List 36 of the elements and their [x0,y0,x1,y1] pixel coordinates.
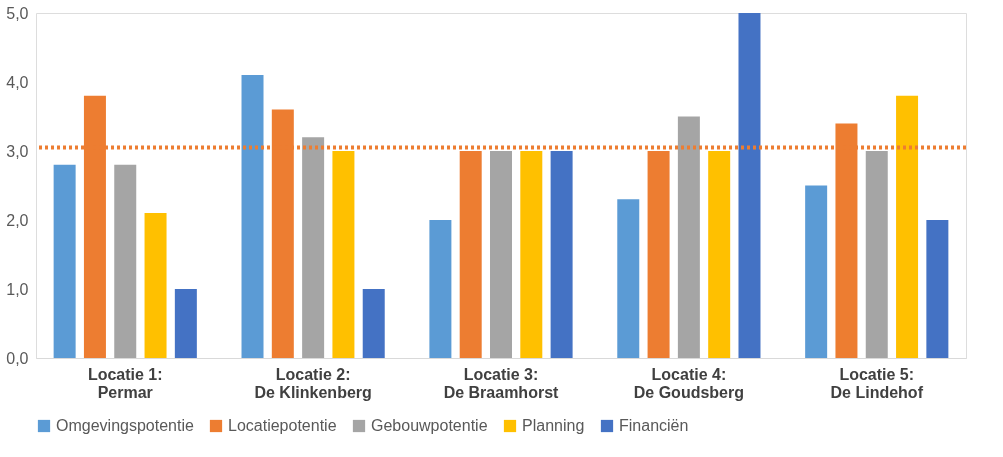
bar [865,151,888,358]
legend-label: Planning [522,417,585,434]
bar [53,164,76,358]
y-tick-label: 5,0 [6,4,29,22]
y-tick-label: 2,0 [6,211,29,229]
bar [114,164,137,358]
x-tick-label: Locatie 4: De Goudsberg [633,365,744,401]
y-tick-label: 1,0 [6,280,29,298]
bar [926,220,949,358]
bar [302,137,325,358]
x-tick-label: Locatie 2: De Klinkenberg [254,365,372,401]
bar [429,220,452,358]
y-tick-label: 0,0 [6,349,29,367]
y-tick-label: 3,0 [6,142,29,160]
bar [520,151,543,358]
bar [677,116,700,358]
bar [332,151,355,358]
bar [896,95,919,358]
legend-label: Financiën [619,417,689,434]
bar [550,151,573,358]
bar [805,185,828,358]
bar [241,75,264,358]
legend-label: Locatiepotentie [228,417,337,434]
bar [738,13,761,358]
x-tick-label: Locatie 3: De Braamhorst [443,365,560,401]
legend-label: Gebouwpotentie [371,417,488,434]
bar [617,199,640,358]
bar [144,213,167,358]
bar [708,151,731,358]
bar [174,289,197,358]
x-tick-label: Locatie 1: Permar [87,365,163,401]
x-tick-label: Locatie 5: De Lindehof [830,365,924,401]
bar [362,289,385,358]
bar [490,151,512,358]
legend-label: Omgevingspotentie [56,417,194,434]
y-tick-label: 4,0 [6,73,29,91]
